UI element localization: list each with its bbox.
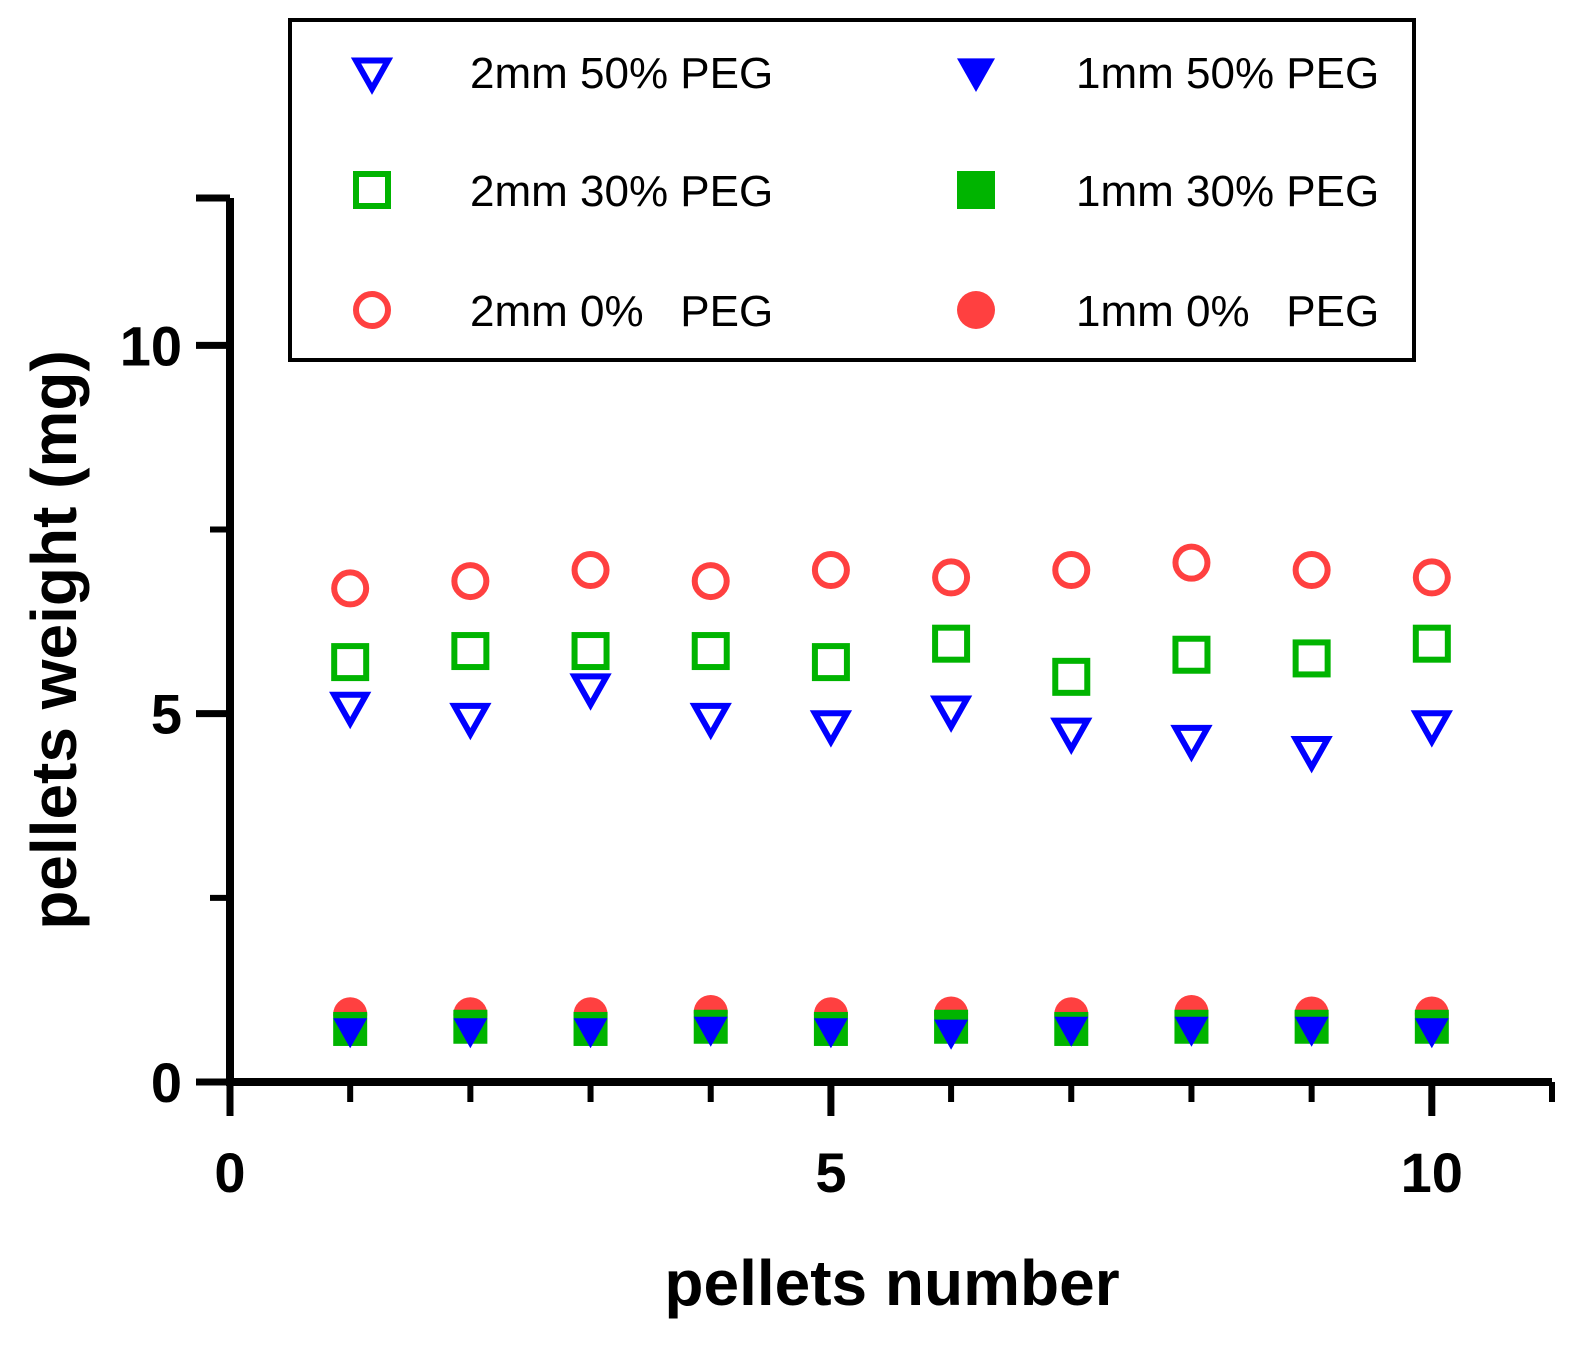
y-tick-label: 0	[151, 1051, 182, 1114]
data-point	[1292, 551, 1331, 590]
data-point	[809, 710, 853, 748]
y-tick-label: 5	[151, 683, 182, 746]
data-point	[449, 702, 492, 741]
data-point	[1412, 558, 1451, 597]
data-point	[811, 551, 850, 590]
data-point	[1412, 624, 1451, 663]
legend-marker	[350, 57, 394, 95]
data-point	[693, 1016, 728, 1047]
data-point	[329, 691, 372, 730]
data-point	[929, 695, 973, 733]
legend: 2mm 50% PEG 1mm 50% PEG 2mm 30% PEG 1mm 30%…	[288, 18, 1416, 362]
data-point	[691, 632, 730, 671]
data-point	[571, 632, 610, 671]
data-point	[689, 702, 732, 741]
data-point	[331, 569, 370, 608]
x-axis-ticks: 0 5 10	[214, 1082, 1555, 1204]
data-point	[932, 624, 971, 663]
y-axis-title: pellets weight (mg)	[18, 350, 90, 930]
legend-label: 2mm 30% PEG	[470, 167, 773, 216]
data-point	[1172, 543, 1211, 582]
legend-box	[288, 18, 1416, 362]
data-point	[1290, 735, 1333, 774]
data-point	[451, 562, 490, 601]
series-1	[333, 1016, 1449, 1050]
data-point	[691, 562, 730, 601]
data-point	[571, 551, 610, 590]
x-tick-label: 5	[815, 1141, 846, 1204]
series-2	[331, 624, 1451, 696]
x-tick-label: 10	[1401, 1141, 1463, 1204]
data-point	[1054, 1016, 1089, 1047]
legend-marker	[353, 171, 391, 209]
legend-marker	[957, 171, 995, 209]
legend-label: 1mm 30% PEG	[1076, 167, 1379, 216]
data-point	[811, 643, 850, 682]
data-point	[1052, 657, 1091, 696]
x-tick-label: 0	[214, 1141, 245, 1204]
y-tick-label: 10	[120, 314, 182, 377]
data-point	[1294, 1016, 1329, 1047]
plot-markers	[329, 543, 1453, 1050]
series-3	[333, 1009, 1449, 1046]
series-5	[333, 995, 1449, 1032]
data-point	[1052, 551, 1091, 590]
x-axis-title: pellets number	[664, 1247, 1119, 1319]
data-point	[934, 1019, 969, 1050]
data-point	[573, 1018, 608, 1049]
data-point	[331, 643, 370, 682]
data-point	[453, 1018, 488, 1049]
data-point	[569, 673, 612, 711]
series-0	[329, 673, 1453, 774]
data-point	[1172, 635, 1211, 674]
legend-label: 2mm 50% PEG	[470, 49, 773, 98]
legend-marker	[353, 291, 391, 329]
data-point	[1292, 639, 1331, 678]
y-axis-ticks: 0 5 10	[120, 194, 230, 1114]
data-point	[333, 1018, 368, 1049]
data-point	[932, 558, 971, 597]
legend-label: 1mm 0% PEG	[1076, 287, 1379, 336]
legend-marker	[957, 291, 995, 329]
legend-label: 1mm 50% PEG	[1076, 49, 1379, 98]
data-point	[1410, 710, 1453, 748]
data-point	[813, 1018, 848, 1049]
series-4	[331, 543, 1451, 608]
data-point	[1414, 1018, 1449, 1049]
data-point	[451, 632, 490, 671]
data-point	[1050, 717, 1093, 755]
data-point	[1170, 724, 1213, 763]
legend-label: 2mm 0% PEG	[470, 287, 773, 336]
legend-marker	[957, 58, 995, 92]
data-point	[1174, 1016, 1209, 1047]
